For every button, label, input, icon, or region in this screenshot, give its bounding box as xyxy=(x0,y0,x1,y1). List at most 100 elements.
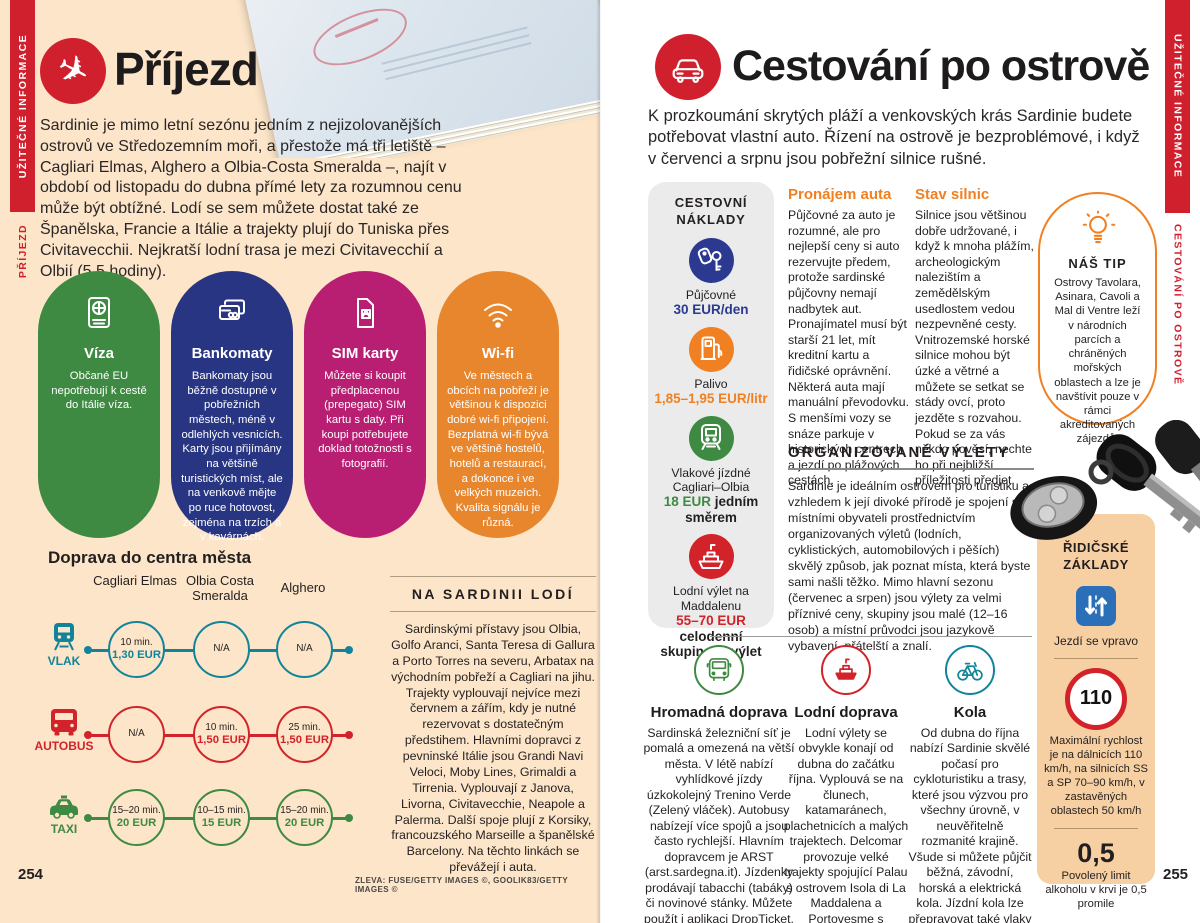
speed-limit-sign: 110 xyxy=(1065,667,1127,730)
column-header-cagliari: Cagliari Elmas xyxy=(93,573,177,588)
road-conditions-text: Silnice jsou většinou dobře udržované, i… xyxy=(915,208,1034,488)
cost-price: 55–70 EUR xyxy=(676,613,746,629)
boat-transport-section: Lodní doprava Lodní výlety se obvykle ko… xyxy=(783,645,909,923)
column-header-alghero: Alghero xyxy=(280,580,326,595)
cell-taxi-cagliari: 15–20 min. 20 EUR xyxy=(108,789,165,846)
section-divider xyxy=(710,636,1032,637)
cost-price: 18 EUR xyxy=(663,494,711,510)
driving-basics-heading: ŘIDIČSKÉ ZÁKLADY xyxy=(1062,540,1130,572)
pill-title: Víza xyxy=(83,345,114,362)
pill-atm: Bankomaty Bankomaty jsou běžně dostupné … xyxy=(171,271,293,543)
page-right: UŽITEČNÉ INFORMACE CESTOVÁNÍ PO OSTROVĚ … xyxy=(600,0,1200,923)
arrival-title-badge: ✈ xyxy=(40,38,106,104)
sidebar-section-label: UŽITEČNÉ INFORMACE xyxy=(1171,34,1184,179)
sidebar-chapter-label: CESTOVÁNÍ PO OSTROVĚ xyxy=(1171,224,1184,386)
transport-table-heading: Doprava do centra města xyxy=(48,548,252,567)
page-number-left: 254 xyxy=(18,866,44,883)
public-transport-text: Sardinská železniční síť je pomalá a ome… xyxy=(643,726,795,923)
island-intro: K prozkoumání skrytých pláží a venkovský… xyxy=(648,107,1140,168)
cell-bus-olbia: 10 min. 1,50 EUR xyxy=(193,706,250,763)
island-travel-title-badge xyxy=(655,34,721,100)
fuel-pump-icon xyxy=(688,326,734,372)
cost-label: Půjčovné xyxy=(685,287,737,302)
stamp-icon xyxy=(305,0,415,77)
organized-tours-text: Sardinie je ideálním ostrovem pro turist… xyxy=(788,479,1031,653)
bus-icon xyxy=(694,645,744,695)
cell-taxi-alghero: 15–20 min. 20 EUR xyxy=(276,789,333,846)
sidebar-chapter-left: PŘÍJEZD xyxy=(10,224,35,344)
passport-icon xyxy=(38,293,160,333)
bikes-heading: Kola xyxy=(953,704,987,721)
arrival-intro: Sardinie je mimo letní sezónu jedním z n… xyxy=(40,117,462,280)
cell-train-olbia: N/A xyxy=(193,621,250,678)
alcohol-limit-text: Povolený limit alkoholu v krvi je 0,5 pr… xyxy=(1045,869,1147,910)
drive-right-text: Jezdí se vpravo xyxy=(1053,633,1139,648)
car-icon xyxy=(666,45,710,89)
bus-icon xyxy=(30,707,98,737)
bank-card-icon xyxy=(171,293,293,333)
travel-costs-box: CESTOVNÍ NÁKLADY Půjčovné 30 EUR/den xyxy=(648,182,774,659)
cell-taxi-olbia: 10–15 min. 15 EUR xyxy=(193,789,250,846)
sardinia-by-boat-box: NA SARDINII LODÍ Sardinskými přístavy js… xyxy=(390,576,596,876)
pill-wifi: Wi-fi Ve městech a obcích na pobřeží je … xyxy=(437,271,559,538)
page-left: UŽITEČNÉ INFORMACE PŘÍJEZD ✈ Příjezd Sar… xyxy=(0,0,600,923)
public-transport-section: Hromadná doprava Sardinská železniční sí… xyxy=(643,645,795,923)
pill-text: Občané EU nepotřebují k cestě do Itálie … xyxy=(51,370,147,412)
pill-text: Můžete si koupit předplacenou (prepegato… xyxy=(318,370,412,471)
photo-credit: ZLEVA: FUSE/GETTY IMAGES ©, GOOLIK83/GET… xyxy=(355,876,568,894)
pill-text: Bankomaty jsou běžně dostupné v pobřežní… xyxy=(181,370,283,544)
car-keys-icon xyxy=(688,237,734,283)
wifi-icon xyxy=(437,293,559,333)
driving-basics-box: ŘIDIČSKÉ ZÁKLADY Jezdí se vpravo 110 Max… xyxy=(1037,514,1155,910)
row-label: TAXI xyxy=(50,822,78,836)
sidebar-chapter-label: PŘÍJEZD xyxy=(16,224,29,279)
cell-bus-alghero: 25 min. 1,50 EUR xyxy=(276,706,333,763)
row-label: AUTOBUS xyxy=(34,739,94,753)
cell-train-alghero: N/A xyxy=(276,621,333,678)
cost-label: Palivo xyxy=(694,376,728,391)
boat-transport-text: Lodní výlety se obvykle konají od dubna … xyxy=(783,726,909,923)
bicycle-icon xyxy=(945,645,995,695)
cost-label: Vlakové jízdné Cagliari–Olbia xyxy=(671,465,751,494)
bikes-text: Od dubna do října nabízí Sardinie skvělé… xyxy=(908,726,1032,923)
page-number-right: 255 xyxy=(1163,866,1189,883)
sidebar-section-right: UŽITEČNÉ INFORMACE xyxy=(1165,0,1190,213)
transport-row-taxi: TAXI 15–20 min. 20 EUR 10–15 min. 15 EUR… xyxy=(0,788,600,852)
car-rental-heading: Pronájem auta xyxy=(788,186,892,203)
cost-suffix: jedním směrem xyxy=(685,494,759,525)
pill-visa: Víza Občané EU nepotřebují k cestě do It… xyxy=(38,271,160,538)
car-keys-photo xyxy=(998,420,1200,575)
info-pills: Víza Občané EU nepotřebují k cestě do It… xyxy=(38,271,559,543)
taxi-icon xyxy=(36,790,92,820)
car-rental-section: Pronájem auta Půjčovné za auto je rozumn… xyxy=(788,186,909,489)
column-header-olbia: Olbia Costa Smeralda xyxy=(186,573,254,603)
pill-text: Ve městech a obcích na pobřeží je většin… xyxy=(447,370,549,529)
airplane-icon: ✈ xyxy=(49,44,97,98)
cost-price: 30 EUR/den xyxy=(673,302,749,318)
cell-train-cagliari: 10 min. 1,30 EUR xyxy=(108,621,165,678)
car-rental-text: Půjčovné za auto je rozumné, ale pro nej… xyxy=(788,208,909,488)
row-label: VLAK xyxy=(47,654,81,668)
costs-heading: CESTOVNÍ NÁKLADY xyxy=(674,195,748,227)
alcohol-limit-value: 0,5 xyxy=(1077,837,1115,868)
cost-label: Lodní výlet na Maddalenu xyxy=(673,584,749,613)
organized-tours-heading: ORGANIZOVANÉ VÝLETY xyxy=(788,444,1034,470)
speed-limit-text: Maximální rychlost je na dálnicích 110 k… xyxy=(1044,734,1148,818)
tip-text: Ostrovy Tavolara, Asinara, Cavoli a Mal … xyxy=(1054,277,1141,446)
train-icon xyxy=(36,622,92,652)
sidebar-chapter-right: CESTOVÁNÍ PO OSTROVĚ xyxy=(1165,224,1190,454)
pill-sim: SIM karty Můžete si koupit předplacenou … xyxy=(304,271,426,538)
cell-bus-cagliari: N/A xyxy=(108,706,165,763)
pill-title: Bankomaty xyxy=(191,345,273,362)
page-title: Příjezd xyxy=(114,43,259,95)
pill-title: Wi-fi xyxy=(481,345,515,362)
ferry-icon xyxy=(688,534,734,580)
lightbulb-icon xyxy=(1040,209,1155,251)
page-gutter xyxy=(596,0,604,923)
pill-title: SIM karty xyxy=(331,345,399,362)
boat-transport-heading: Lodní doprava xyxy=(794,704,898,721)
boat-box-text: Sardinskými přístavy jsou Olbia, Golfo A… xyxy=(391,622,595,875)
our-tip-box: NÁŠ TIP Ostrovy Tavolara, Asinara, Cavol… xyxy=(1038,192,1157,445)
transport-row-train: VLAK 10 min. 1,30 EUR N/A N/A xyxy=(0,620,600,684)
public-transport-heading: Hromadná doprava xyxy=(650,704,788,721)
